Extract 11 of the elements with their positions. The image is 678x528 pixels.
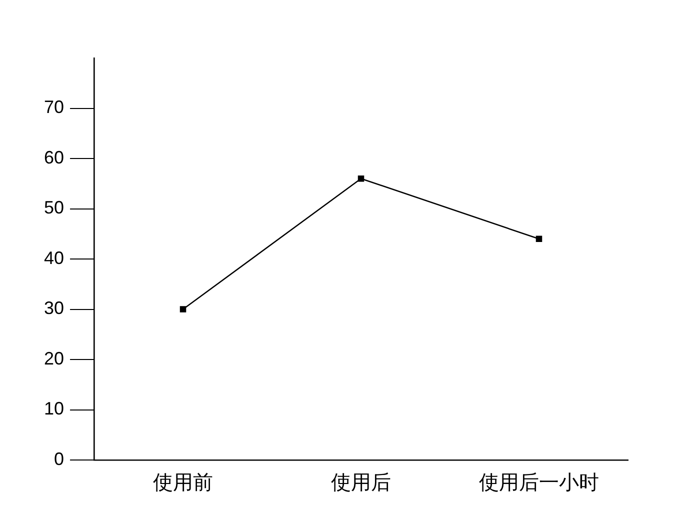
y-tick-label: 60	[44, 147, 64, 168]
y-tick-label: 10	[44, 398, 64, 419]
y-tick-label: 40	[44, 248, 64, 268]
y-tick-label: 0	[54, 448, 64, 469]
x-tick-label: 使用后一小时	[479, 470, 600, 494]
y-tick-label: 70	[44, 97, 64, 118]
y-tick-label: 20	[44, 348, 64, 368]
y-tick-label: 50	[44, 198, 64, 218]
x-tick-label: 使用前	[153, 470, 214, 494]
y-tick-label: 30	[44, 298, 64, 318]
x-tick-label: 使用后	[331, 470, 392, 494]
